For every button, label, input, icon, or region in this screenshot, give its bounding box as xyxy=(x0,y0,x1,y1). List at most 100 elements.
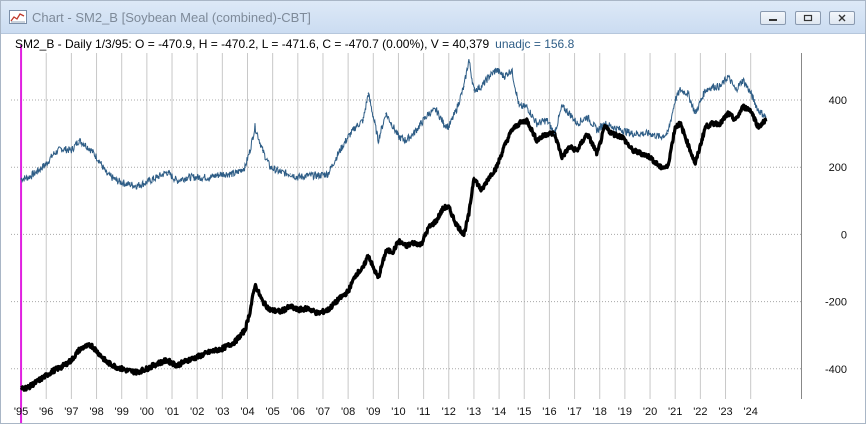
unadjusted-data-point xyxy=(45,163,47,165)
adjusted-data-point xyxy=(518,122,521,125)
adjusted-data-point xyxy=(442,206,445,209)
unadjusted-data-point xyxy=(279,171,281,173)
adjusted-data-point xyxy=(480,189,483,192)
adjusted-data-point xyxy=(372,267,375,269)
unadjusted-data-point xyxy=(176,180,178,182)
unadjusted-data-point xyxy=(734,89,737,91)
unadjusted-data-point xyxy=(307,175,309,177)
unadjusted-data-point xyxy=(20,178,22,180)
adjusted-data-point xyxy=(488,176,490,179)
adjusted-price-bars xyxy=(20,103,768,392)
unadjusted-data-point xyxy=(156,176,158,178)
unadjusted-data-point xyxy=(372,116,374,118)
x-tick-label: '12 xyxy=(442,406,456,418)
adjusted-data-point xyxy=(734,119,737,121)
adjusted-data-point xyxy=(603,126,606,128)
unadjusted-data-point xyxy=(28,176,30,178)
adjusted-data-point xyxy=(463,233,465,236)
adjusted-data-point xyxy=(666,166,669,169)
restore-icon xyxy=(803,14,813,22)
adjusted-data-point xyxy=(686,142,689,145)
unadjusted-data-point xyxy=(674,99,676,101)
adjusted-data-point xyxy=(78,349,80,352)
unadjusted-data-point xyxy=(209,176,211,178)
adjusted-data-point xyxy=(377,277,380,279)
adjusted-data-point xyxy=(719,122,722,125)
unadjusted-data-point xyxy=(397,136,400,138)
x-tick-label: '24 xyxy=(744,406,758,418)
adjusted-data-point xyxy=(362,267,365,269)
x-tick-label: '14 xyxy=(492,406,506,418)
unadjusted-data-point xyxy=(649,133,651,135)
unadjusted-data-point xyxy=(78,139,80,141)
unadjusted-data-point xyxy=(727,75,729,78)
unadjusted-data-point xyxy=(146,181,148,183)
adjusted-data-point xyxy=(327,309,329,311)
unadjusted-data-point xyxy=(327,173,329,175)
adjusted-data-point xyxy=(83,346,85,348)
unadjusted-data-point xyxy=(347,136,349,138)
unadjusted-data-point xyxy=(546,119,548,121)
unadjusted-data-point xyxy=(518,106,520,108)
unadjusted-data-point xyxy=(586,116,588,118)
x-tick-label: '03 xyxy=(215,406,229,418)
x-tick-label: '20 xyxy=(643,406,657,418)
x-tick-label: '98 xyxy=(89,406,103,418)
adjusted-data-point xyxy=(367,253,370,256)
minimize-button[interactable] xyxy=(760,11,786,25)
unadjusted-data-point xyxy=(511,69,513,71)
unadjusted-data-point xyxy=(420,122,422,125)
unadjusted-data-point xyxy=(269,166,271,168)
unadjusted-data-point xyxy=(765,116,767,118)
adjusted-data-point xyxy=(45,374,48,377)
unadjusted-data-point xyxy=(679,89,681,91)
unadjusted-data-point xyxy=(35,171,37,173)
adjusted-data-point xyxy=(354,273,357,276)
x-tick-label: '10 xyxy=(391,406,405,418)
adjusted-data-point xyxy=(435,220,437,222)
adjusted-data-point xyxy=(596,152,599,155)
x-tick-label: '07 xyxy=(316,406,330,418)
unadjusted-data-point xyxy=(362,119,364,121)
unadjusted-data-point xyxy=(641,133,644,135)
unadjusted-data-point xyxy=(435,109,437,111)
unadjusted-data-point xyxy=(116,180,118,182)
adjusted-data-point xyxy=(412,241,415,244)
unadjusted-data-point xyxy=(234,173,236,175)
unadjusted-data-point xyxy=(561,106,563,108)
unadjusted-close-readout: unadjc = 156.8 xyxy=(495,37,575,51)
adjusted-data-point xyxy=(261,300,264,303)
x-tick-label: '01 xyxy=(165,406,179,418)
adjusted-data-point xyxy=(468,213,470,216)
title-bar[interactable]: Chart - SM2_B [Soybean Meal (combined)-C… xyxy=(1,1,865,34)
adjusted-data-point xyxy=(727,112,729,115)
unadjusted-data-point xyxy=(221,173,223,175)
unadjusted-data-point xyxy=(254,126,256,128)
unadjusted-data-point xyxy=(480,85,483,88)
adjusted-data-point xyxy=(279,310,282,313)
adjusted-data-point xyxy=(641,152,644,155)
unadjusted-data-point xyxy=(757,109,759,111)
adjusted-data-point xyxy=(704,126,707,128)
adjusted-data-point xyxy=(503,146,505,148)
x-tick-label: '11 xyxy=(417,406,431,418)
adjusted-data-point xyxy=(611,132,614,135)
adjusted-data-point xyxy=(244,329,246,331)
close-button[interactable] xyxy=(829,11,855,25)
unadjusted-data-point xyxy=(317,175,319,177)
adjusted-data-point xyxy=(337,299,339,301)
adjusted-data-point xyxy=(536,139,538,142)
unadjusted-data-point xyxy=(367,92,369,94)
unadjusted-data-point xyxy=(495,69,498,71)
unadjusted-data-point xyxy=(455,109,457,111)
adjusted-data-point xyxy=(27,386,30,389)
x-tick-label: '17 xyxy=(567,406,581,418)
adjusted-data-point xyxy=(473,176,475,179)
adjusted-data-point xyxy=(176,364,178,367)
x-tick-label: '15 xyxy=(517,406,531,418)
adjusted-data-point xyxy=(447,206,450,209)
restore-button[interactable] xyxy=(795,11,821,25)
unadjusted-data-point xyxy=(136,185,138,187)
adjusted-data-point xyxy=(525,119,528,121)
